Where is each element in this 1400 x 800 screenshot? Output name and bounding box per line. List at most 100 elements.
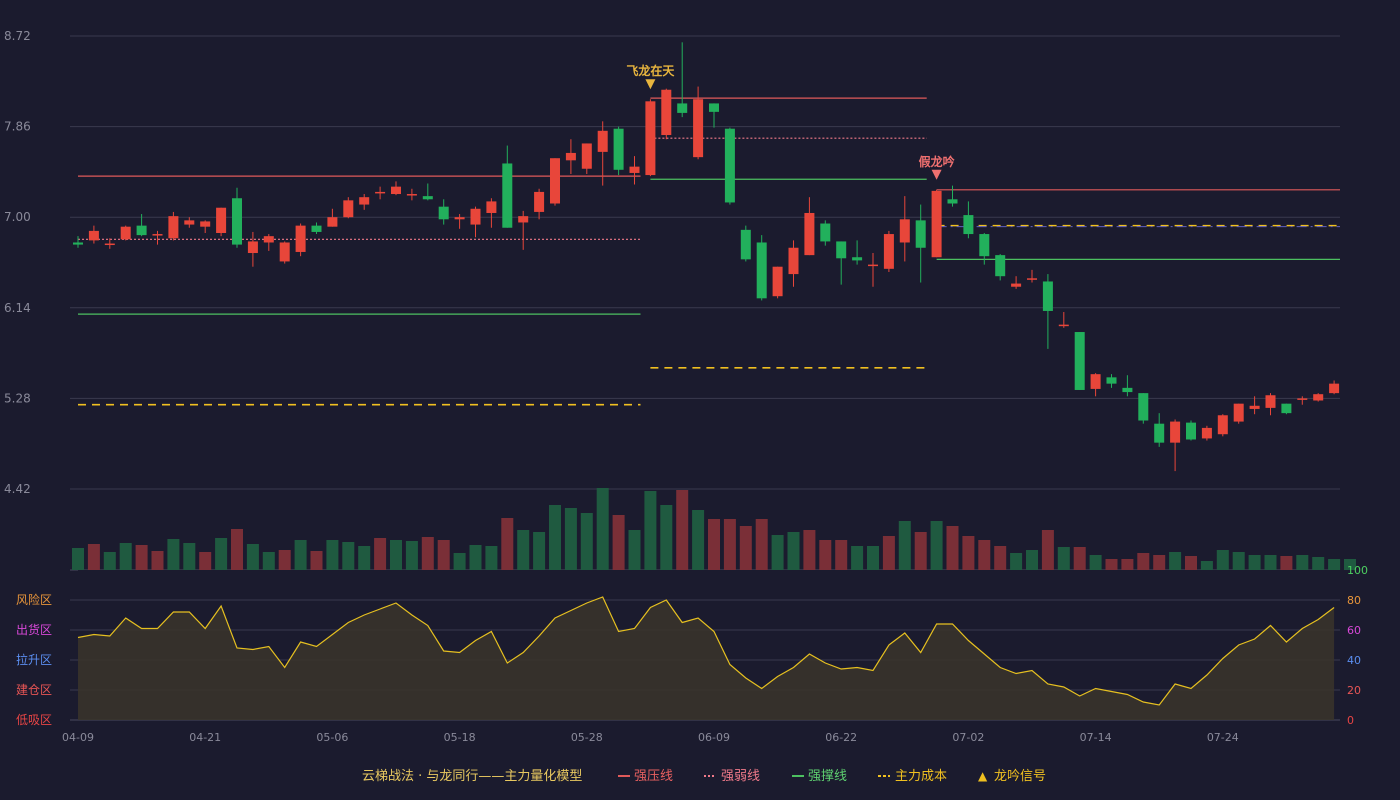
volume-bar xyxy=(1026,550,1038,570)
candle-body xyxy=(454,217,465,220)
candle-body xyxy=(788,247,799,275)
x-tick-label: 05-06 xyxy=(316,731,348,744)
price-tick-label: 6.14 xyxy=(4,301,31,315)
volume-bar xyxy=(1280,556,1293,570)
candle-body xyxy=(73,242,83,245)
volume-bar xyxy=(390,540,402,570)
legend: 云梯战法 · 与龙同行——主力量化模型 强压线 强弱线 强撑线 主力成本 ▲ 龙… xyxy=(362,768,1046,784)
candle-body xyxy=(518,216,529,223)
indicator-zone-label: 建仓区 xyxy=(16,683,52,697)
volume-bar xyxy=(708,519,720,570)
volume-bar xyxy=(755,519,768,570)
volume-bar xyxy=(851,546,864,570)
legend-model: 云梯战法 · 与龙同行——主力量化模型 xyxy=(362,769,582,784)
volume-bar xyxy=(183,543,196,570)
candle-body xyxy=(1090,374,1101,389)
candle-body xyxy=(1011,283,1022,287)
candle-body xyxy=(216,207,227,234)
volume-bar xyxy=(946,526,959,570)
candle-body xyxy=(1058,324,1069,327)
volume-bar xyxy=(374,538,387,570)
volume-bar xyxy=(739,526,752,570)
x-tick-label: 05-18 xyxy=(444,731,476,744)
candle-body xyxy=(534,191,545,212)
volume-bar xyxy=(87,544,100,570)
volume-bar xyxy=(803,530,816,570)
candle-body xyxy=(232,198,242,245)
candle-body xyxy=(279,242,290,262)
volume-bar xyxy=(580,513,593,570)
candle-body xyxy=(136,225,147,236)
volume-bar xyxy=(612,515,625,570)
volume-bar xyxy=(676,490,689,570)
legend-signal-icon: ▲ xyxy=(978,769,988,783)
volume-bar xyxy=(294,540,307,570)
volume-bar xyxy=(151,551,164,570)
volume-bar xyxy=(533,532,546,570)
candle-body xyxy=(1138,393,1149,421)
candle-body xyxy=(804,212,815,256)
indicator-zone-label: 风险区 xyxy=(16,592,52,607)
candle-body xyxy=(645,101,656,176)
candle-body xyxy=(391,186,401,195)
indicator-tick-label: 40 xyxy=(1347,654,1361,667)
candle-body xyxy=(868,264,878,267)
candle-body xyxy=(1186,422,1196,440)
volume-bar xyxy=(1073,547,1086,570)
volume-bar xyxy=(930,521,943,570)
volume-bar xyxy=(453,553,466,570)
volume-bar xyxy=(1200,561,1213,570)
volume-bar xyxy=(231,529,243,570)
volume-bar xyxy=(819,540,832,570)
legend-support: 强撑线 xyxy=(808,769,847,784)
candle-body xyxy=(693,99,704,158)
candle-body xyxy=(629,166,640,173)
indicator-tick-label: 20 xyxy=(1347,684,1361,697)
volume-bar xyxy=(437,540,450,570)
volume-bar xyxy=(962,536,975,570)
volume-bar xyxy=(215,538,228,570)
volume-bar xyxy=(1248,555,1261,570)
x-tick-label: 04-21 xyxy=(189,731,221,744)
volume-bar xyxy=(167,539,180,570)
volume-bar xyxy=(119,543,132,570)
candle-body xyxy=(247,241,258,254)
volume-bar xyxy=(771,535,784,570)
volume-bar xyxy=(1010,553,1023,570)
candle-body xyxy=(438,206,449,220)
candle-body xyxy=(724,128,735,203)
candle-body xyxy=(184,220,195,225)
volume-bar xyxy=(1137,553,1150,570)
x-tick-label: 04-09 xyxy=(62,731,94,744)
legend-signal: 龙吟信号 xyxy=(994,768,1046,784)
candle-body xyxy=(502,163,513,228)
price-tick-label: 8.72 xyxy=(4,29,31,43)
candle-body xyxy=(661,89,672,136)
indicator-tick-label: 60 xyxy=(1347,624,1361,637)
candle-body xyxy=(1027,278,1037,280)
candle-body xyxy=(597,130,608,152)
volume-bar xyxy=(644,491,657,570)
price-tick-label: 7.86 xyxy=(4,120,31,134)
volume-bar xyxy=(994,546,1007,570)
indicator-line xyxy=(77,596,1335,706)
price-tick-label: 5.28 xyxy=(4,391,31,405)
volume-bar xyxy=(199,552,212,570)
volume-bar xyxy=(867,546,879,570)
volume-bar xyxy=(1312,557,1325,570)
indicator-zone-label: 低吸区 xyxy=(16,713,52,727)
grid-lines xyxy=(70,35,1340,571)
volume-bar xyxy=(1264,555,1277,570)
volume-bar xyxy=(517,530,530,570)
volume-bar xyxy=(326,540,339,570)
volume-bar xyxy=(882,536,895,570)
volume-bar xyxy=(978,540,991,570)
price-axis: 8.72 7.86 7.00 6.14 5.28 4.42 xyxy=(4,29,31,496)
volume-bar xyxy=(262,552,275,570)
candle-body xyxy=(375,191,386,194)
volume-bar xyxy=(1105,559,1118,570)
volume-bar xyxy=(469,545,482,570)
volume-bar xyxy=(787,532,800,570)
